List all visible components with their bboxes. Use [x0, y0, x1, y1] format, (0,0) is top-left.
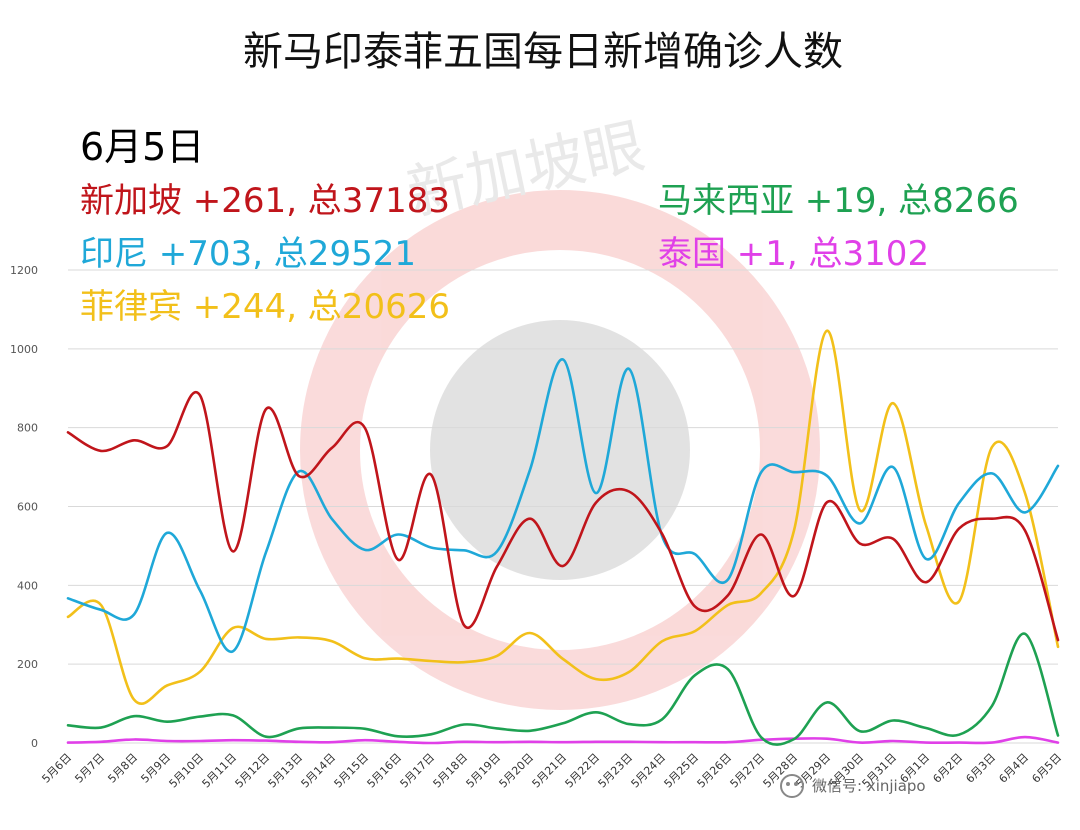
x-tick-label: 5月22日: [563, 751, 603, 791]
x-tick-label: 5月23日: [596, 751, 636, 791]
legend-stat: 菲律宾 +244, 总20626: [80, 287, 450, 327]
wechat-icon-eye-right: [794, 782, 798, 786]
grid: [68, 269, 1058, 744]
x-tick-label: 5月21日: [530, 751, 570, 791]
x-tick-label: 5月18日: [431, 751, 471, 791]
watermark: 新加坡眼: [300, 111, 820, 710]
x-tick-label: 6月2日: [930, 751, 965, 786]
wechat-watermark: 微信号: xinjiapo: [780, 774, 926, 798]
x-tick-label: 5月26日: [695, 751, 735, 791]
x-tick-label: 5月19日: [464, 751, 504, 791]
legend-stat: 印尼 +703, 总29521: [80, 234, 416, 274]
series-line-malaysia: [66, 632, 1060, 746]
x-tick-label: 5月8日: [105, 751, 140, 786]
legend-stat: 泰国 +1, 总3102: [658, 234, 929, 274]
y-tick-label: 800: [17, 422, 38, 435]
x-tick-label: 5月12日: [233, 751, 273, 791]
y-tick-label: 1200: [10, 264, 38, 277]
series-line-indonesia: [66, 358, 1060, 653]
x-tick-label: 5月27日: [728, 751, 768, 791]
x-tick-label: 5月10日: [167, 751, 207, 791]
wechat-icon: [780, 774, 804, 798]
watermark-disc: [430, 320, 690, 580]
x-tick-label: 5月7日: [72, 751, 107, 786]
x-tick-label: 5月20日: [497, 751, 537, 791]
x-tick-label: 6月4日: [996, 751, 1031, 786]
x-tick-label: 5月16日: [365, 751, 405, 791]
x-tick-label: 5月6日: [39, 751, 74, 786]
x-tick-label: 5月13日: [266, 751, 306, 791]
x-tick-label: 5月17日: [398, 751, 438, 791]
legend-stats: 新加坡 +261, 总37183 印尼 +703, 总29521 菲律宾 +244,…: [80, 181, 1019, 327]
series-lines: [66, 329, 1060, 746]
y-tick-label: 0: [31, 737, 38, 750]
y-tick-label: 200: [17, 658, 38, 671]
x-tick-label: 5月11日: [200, 751, 240, 791]
x-tick-label: 6月3日: [963, 751, 998, 786]
y-tick-label: 400: [17, 579, 38, 592]
y-axis-ticks: 0 200 400 600 800 1000 1200: [10, 264, 38, 750]
y-tick-label: 1000: [10, 343, 38, 356]
chart-title: 新马印泰菲五国每日新增确诊人数: [243, 29, 843, 75]
x-tick-label: 6月5日: [1029, 751, 1064, 786]
legend-stat: 新加坡 +261, 总37183: [80, 181, 450, 221]
x-tick-label: 5月14日: [299, 751, 339, 791]
date-label: 6月5日: [80, 125, 204, 169]
x-tick-label: 5月15日: [332, 751, 372, 791]
x-tick-label: 5月24日: [629, 751, 669, 791]
series-line-singapore: [66, 390, 1060, 642]
legend-stat: 马来西亚 +19, 总8266: [658, 181, 1019, 221]
x-tick-label: 5月25日: [662, 751, 702, 791]
wechat-id-text: 微信号: xinjiapo: [812, 777, 926, 795]
wechat-icon-eye-left: [786, 782, 790, 786]
series-line-thailand: [66, 735, 1060, 745]
y-tick-label: 600: [17, 501, 38, 514]
